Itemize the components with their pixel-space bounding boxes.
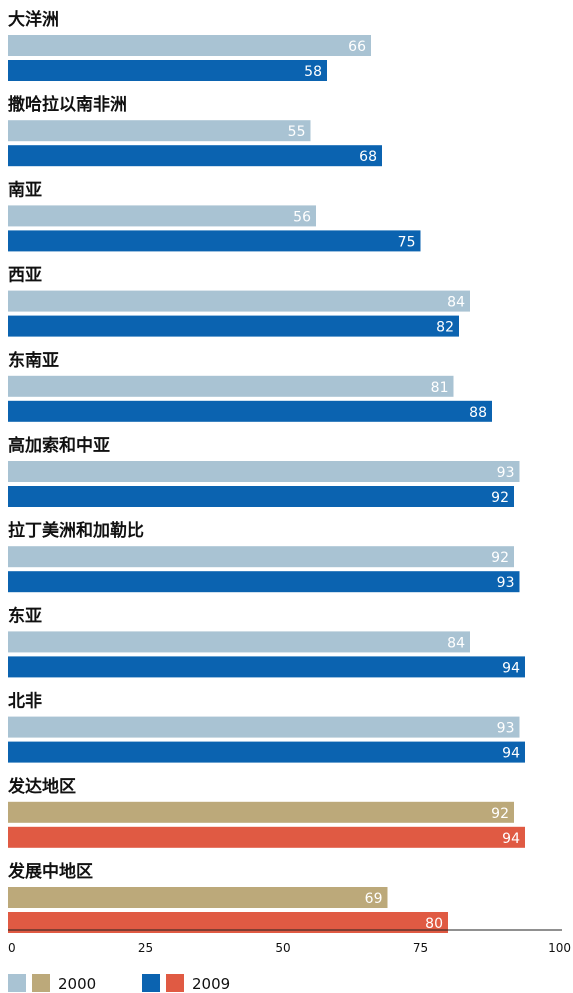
category-group: 发展中地区 69 80	[7, 861, 448, 933]
data-label-2009: 94	[502, 831, 520, 847]
category-label: 发展中地区	[7, 861, 93, 882]
data-label-2009: 82	[436, 320, 454, 336]
data-label-2000: 56	[293, 209, 311, 225]
category-group: 东南亚 81 88	[8, 350, 492, 422]
data-label-2000: 81	[431, 380, 449, 396]
data-label-2000: 84	[447, 635, 465, 651]
legend-label: 2000	[58, 975, 96, 993]
bar-2000	[8, 887, 388, 908]
bar-2000	[8, 375, 454, 397]
category-label: 东亚	[8, 605, 42, 626]
x-tick-label: 50	[275, 941, 290, 955]
data-label-2000: 66	[348, 39, 366, 55]
category-group: 大洋洲 66 58	[8, 9, 371, 81]
legend-label: 2009	[192, 975, 230, 993]
category-label: 高加索和中亚	[8, 435, 110, 456]
bar-2009	[8, 571, 520, 593]
x-tick-label: 25	[138, 941, 153, 955]
bar-2009	[8, 145, 382, 167]
x-tick-label: 75	[413, 941, 428, 955]
bar-2009	[8, 60, 327, 81]
data-label-2009: 94	[502, 660, 520, 676]
category-group: 发达地区 92 94	[7, 776, 525, 848]
data-label-2009: 93	[497, 575, 515, 591]
bar-2000	[8, 461, 520, 482]
category-label: 大洋洲	[8, 9, 59, 30]
bar-2009	[8, 230, 421, 252]
data-label-2000: 93	[497, 465, 515, 481]
data-label-2000: 84	[447, 295, 465, 311]
legend-swatch	[8, 974, 26, 992]
data-label-2009: 68	[359, 149, 377, 165]
data-label-2000: 93	[497, 721, 515, 737]
data-label-2009: 58	[304, 64, 322, 80]
bar-2009	[8, 656, 525, 678]
category-label: 北非	[8, 691, 42, 712]
category-group: 北非 93 94	[8, 691, 525, 763]
category-group: 南亚 56 75	[8, 179, 421, 252]
x-axis: 0 25 50 75 100	[8, 929, 571, 955]
legend-swatch	[142, 974, 160, 992]
data-label-2009: 80	[425, 916, 443, 932]
category-group: 东亚 84 94	[8, 605, 525, 678]
legend-entry: 2000	[8, 974, 96, 993]
category-group: 西亚 84 82	[8, 266, 470, 337]
category-group: 高加索和中亚 93 92	[8, 435, 520, 507]
bar-2000	[8, 716, 520, 738]
bar-2000	[8, 205, 316, 227]
bar-2000	[8, 546, 514, 568]
data-label-2009: 88	[469, 405, 487, 421]
data-label-2000: 55	[288, 124, 306, 140]
x-tick-label: 100	[548, 941, 571, 955]
category-label: 撒哈拉以南非洲	[8, 94, 127, 115]
bar-2000	[8, 120, 311, 142]
category-label: 发达地区	[7, 776, 76, 797]
bar-2000	[8, 631, 470, 653]
legend: 2000 2009	[8, 974, 230, 993]
bar-2009	[8, 486, 514, 507]
data-label-2000: 92	[491, 806, 509, 822]
data-label-2009: 75	[398, 234, 416, 250]
data-label-2009: 92	[491, 490, 509, 506]
category-group: 撒哈拉以南非洲 55 68	[8, 94, 382, 167]
category-label: 南亚	[8, 179, 42, 200]
legend-swatch	[32, 974, 50, 992]
x-tick-label: 0	[8, 941, 16, 955]
bar-2009	[8, 741, 525, 763]
bar-2000	[8, 290, 470, 312]
data-label-2000: 92	[491, 550, 509, 566]
bar-2009	[8, 912, 448, 933]
bar-2009	[8, 400, 492, 422]
category-label: 拉丁美洲和加勒比	[8, 520, 144, 541]
bar-2009	[8, 315, 459, 337]
data-label-2009: 94	[502, 746, 520, 762]
category-label: 东南亚	[8, 350, 59, 371]
bars-layer: 大洋洲 66 58 撒哈拉以南非洲 55 68 南亚 56 75 西亚 84 82 东南亚 81 88 高加索…	[7, 9, 525, 933]
legend-swatch	[166, 974, 184, 992]
bar-2000	[8, 35, 371, 56]
data-label-2000: 69	[365, 891, 383, 907]
bar-2000	[8, 801, 514, 823]
category-group: 拉丁美洲和加勒比 92 93	[8, 520, 520, 593]
legend-entry: 2009	[142, 974, 230, 993]
bar-2009	[8, 826, 525, 848]
category-label: 西亚	[8, 266, 42, 286]
